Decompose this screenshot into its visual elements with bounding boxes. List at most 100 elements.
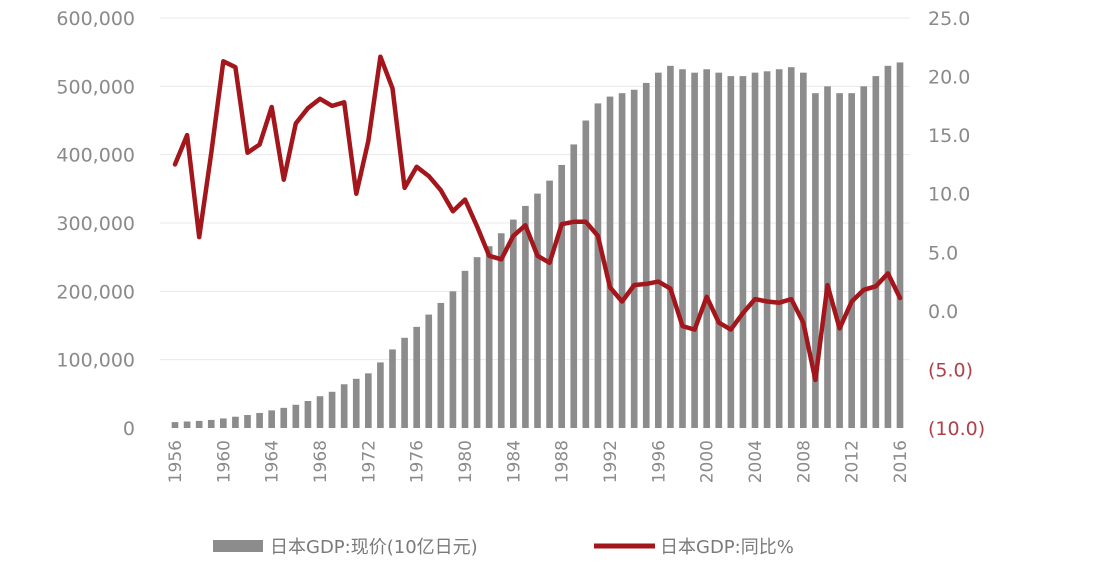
bar xyxy=(642,82,650,429)
bar xyxy=(848,93,855,429)
x-tick-label: 1960 xyxy=(214,440,234,483)
right-tick-label: (5.0) xyxy=(928,359,973,381)
left-tick-label: 600,000 xyxy=(56,8,135,30)
bar xyxy=(485,246,493,428)
bar xyxy=(570,144,578,428)
bar xyxy=(268,410,275,428)
right-tick-label: 20.0 xyxy=(928,67,970,89)
right-tick-label: 10.0 xyxy=(928,184,970,206)
line-path xyxy=(172,54,903,383)
x-tick-label: 2016 xyxy=(891,440,911,483)
bar xyxy=(618,93,626,429)
bar xyxy=(352,378,360,428)
bar xyxy=(510,219,517,428)
bar xyxy=(413,326,420,428)
x-tick-label: 1968 xyxy=(311,440,331,483)
legend: 日本GDP:现价(10亿日元) 日本GDP:同比% xyxy=(213,537,794,558)
bar xyxy=(824,86,831,428)
bar xyxy=(389,349,396,428)
bar xyxy=(316,396,324,428)
bar xyxy=(667,65,674,428)
bar xyxy=(328,391,336,428)
bar xyxy=(534,193,541,428)
x-tick-label: 2008 xyxy=(794,440,814,483)
bar xyxy=(703,69,710,428)
left-tick-label: 100,000 xyxy=(56,350,135,372)
bar xyxy=(449,291,457,428)
bar xyxy=(606,96,614,428)
bar xyxy=(425,314,433,428)
x-tick-label: 2012 xyxy=(843,440,863,483)
left-tick-label: 300,000 xyxy=(56,213,135,235)
x-tick-label: 1988 xyxy=(553,440,573,483)
x-tick-label: 1980 xyxy=(456,440,476,483)
bar xyxy=(896,62,904,429)
x-tick-label: 1996 xyxy=(649,440,669,483)
bar xyxy=(558,164,565,428)
right-axis-ticks: 25.0 20.0 15.0 10.0 5.0 0.0 (5.0) (10.0) xyxy=(928,8,985,440)
bar xyxy=(884,65,892,428)
x-tick-label: 1972 xyxy=(359,440,379,483)
left-tick-label: 400,000 xyxy=(56,145,135,167)
x-tick-label: 2000 xyxy=(698,440,718,483)
left-tick-label: 200,000 xyxy=(56,281,135,303)
bar xyxy=(365,373,372,428)
bar xyxy=(715,72,723,429)
legend-swatch-bar xyxy=(213,540,263,552)
bar xyxy=(727,76,735,428)
bar xyxy=(207,419,215,428)
bar xyxy=(244,415,251,428)
bar xyxy=(195,420,203,428)
bar xyxy=(232,416,239,428)
bar xyxy=(800,72,807,429)
bar xyxy=(751,72,759,429)
bar xyxy=(775,69,783,428)
bar xyxy=(546,180,553,428)
bar xyxy=(836,93,843,429)
bar xyxy=(522,205,529,428)
bar xyxy=(377,362,384,428)
bar xyxy=(220,418,227,428)
bar xyxy=(739,76,747,428)
bar xyxy=(691,72,698,429)
bar xyxy=(860,86,868,428)
legend-label-bar: 日本GDP:现价(10亿日元) xyxy=(270,537,478,558)
right-tick-label: 5.0 xyxy=(928,242,958,264)
legend-label-line: 日本GDP:同比% xyxy=(660,537,794,558)
bar xyxy=(630,89,638,428)
left-tick-label: 500,000 xyxy=(56,76,135,98)
x-tick-label: 1992 xyxy=(601,440,621,483)
right-tick-label: (10.0) xyxy=(928,418,985,440)
bar xyxy=(304,401,312,428)
bar xyxy=(812,93,819,429)
bar xyxy=(872,76,880,428)
line-series xyxy=(172,54,903,383)
right-tick-label: 25.0 xyxy=(928,8,970,30)
x-tick-label: 1984 xyxy=(504,440,524,483)
bar xyxy=(256,412,263,428)
bar xyxy=(183,421,191,428)
bar xyxy=(497,233,505,428)
x-tick-label: 1976 xyxy=(408,440,428,483)
right-tick-label: 15.0 xyxy=(928,125,970,147)
right-tick-label: 0.0 xyxy=(928,301,958,323)
x-tick-label: 1956 xyxy=(166,440,186,483)
bar xyxy=(787,67,795,428)
bar xyxy=(280,407,288,428)
bar xyxy=(461,270,469,428)
bar xyxy=(679,69,686,428)
x-axis-ticks: 1956 1960 1964 1968 1972 1976 1980 1984 1988 1992… xyxy=(166,440,911,483)
bar xyxy=(763,71,771,429)
bar xyxy=(340,384,348,428)
x-tick-label: 2004 xyxy=(746,440,766,483)
bar xyxy=(292,404,300,428)
bar xyxy=(582,120,590,428)
bar xyxy=(594,103,602,429)
bar xyxy=(473,257,481,428)
x-tick-label: 1964 xyxy=(263,440,283,483)
bar xyxy=(171,422,179,428)
bar xyxy=(655,72,662,429)
bar xyxy=(437,302,445,428)
